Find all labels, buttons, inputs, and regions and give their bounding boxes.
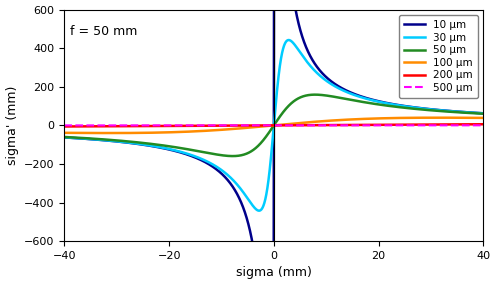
200 μm [468,123,474,126]
100 μm [260,125,266,128]
200 μm [241,124,247,127]
200 μm [447,123,453,126]
30 μm [468,111,474,114]
50 μm [260,138,266,142]
50 μm [447,110,453,113]
30 μm [447,109,453,113]
30 μm [481,112,487,115]
50 μm [241,153,247,156]
30 μm [256,209,262,212]
100 μm [481,116,487,120]
500 μm [241,124,247,127]
100 μm [435,116,441,119]
200 μm [62,125,67,128]
100 μm [468,116,474,119]
50 μm [366,101,372,105]
10 μm [366,97,372,101]
10 μm [468,111,474,114]
500 μm [238,124,244,127]
50 μm [238,154,244,157]
50 μm [312,93,318,96]
500 μm [366,124,372,127]
100 μm [106,131,112,135]
Line: 200 μm: 200 μm [64,124,484,127]
10 μm [481,112,487,115]
50 μm [481,112,487,115]
Line: 100 μm: 100 μm [64,118,484,133]
100 μm [447,116,453,119]
30 μm [260,204,266,207]
10 μm [62,136,67,139]
Y-axis label: sigma' (mm): sigma' (mm) [5,86,18,165]
500 μm [468,124,474,127]
500 μm [447,124,453,127]
X-axis label: sigma (mm): sigma (mm) [236,266,312,280]
Line: 10 μm: 10 μm [64,0,484,285]
10 μm [241,207,247,211]
Line: 30 μm: 30 μm [64,40,484,211]
200 μm [481,123,487,126]
200 μm [366,123,372,127]
Line: 50 μm: 50 μm [64,95,484,156]
Legend: 10 μm, 30 μm, 50 μm, 100 μm, 200 μm, 500 μm: 10 μm, 30 μm, 50 μm, 100 μm, 200 μm, 500… [399,15,478,98]
50 μm [230,154,236,158]
30 μm [62,136,67,139]
Text: f = 50 mm: f = 50 mm [69,25,137,38]
30 μm [366,98,372,101]
50 μm [62,135,67,139]
50 μm [468,111,474,115]
100 μm [366,117,372,121]
100 μm [62,131,67,135]
30 μm [238,187,244,190]
500 μm [260,124,266,127]
100 μm [241,126,247,130]
500 μm [481,124,487,127]
10 μm [447,109,453,113]
200 μm [260,124,266,127]
100 μm [238,127,244,130]
10 μm [238,199,244,202]
30 μm [286,38,292,42]
200 μm [238,124,244,127]
500 μm [62,124,67,127]
30 μm [241,191,247,195]
